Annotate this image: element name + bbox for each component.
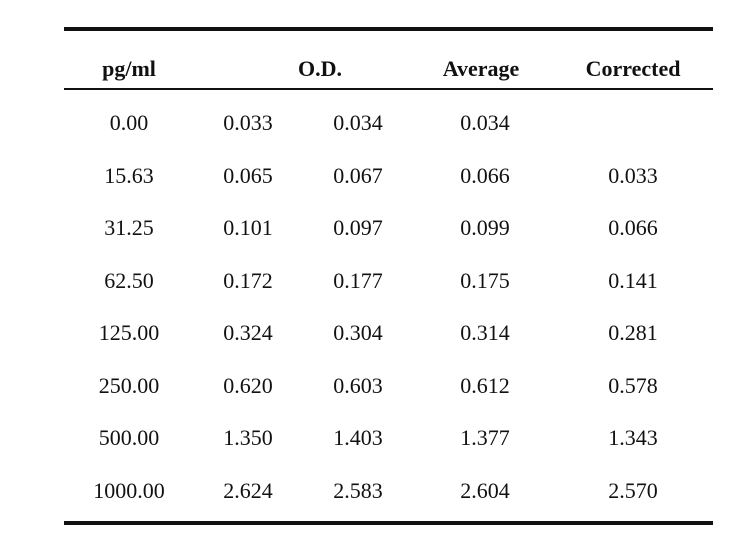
cell-od-1: 0.172	[223, 267, 273, 293]
cell-concentration: 31.25	[104, 215, 154, 240]
cell-od-2: 1.403	[333, 425, 383, 450]
cell-od-1: 0.324	[223, 320, 273, 345]
cell-average: 0.099	[460, 215, 510, 240]
cell-corrected: 0.281	[608, 320, 658, 345]
cell-concentration: 125.00	[98, 320, 160, 345]
table-bottom-rule	[64, 521, 713, 525]
header-corrected: Corrected	[585, 56, 681, 81]
table-row: 1000.00 2.624 2.583 2.604 2.570	[64, 463, 713, 516]
cell-corrected: 2.570	[608, 477, 658, 503]
table-row: 125.00 0.324 0.304 0.314 0.281	[64, 305, 713, 358]
table-top-rule	[64, 27, 713, 31]
header-average: Average	[442, 56, 520, 81]
table-row: 15.63 0.065 0.067 0.066 0.033	[64, 148, 713, 201]
standard-curve-table: pg/ml O.D. Average Corrected 0.00 0.033 …	[64, 27, 713, 525]
cell-od-1: 2.624	[223, 477, 273, 503]
table-header-rule	[64, 88, 713, 90]
cell-average: 2.604	[460, 477, 510, 503]
cell-od-2: 0.603	[333, 372, 383, 398]
cell-concentration: 250.00	[98, 372, 160, 398]
table-row: 500.00 1.350 1.403 1.377 1.343	[64, 410, 713, 463]
cell-od-1: 0.033	[223, 110, 273, 135]
table-row: 62.50 0.172 0.177 0.175 0.141	[64, 253, 713, 306]
cell-concentration: 1000.00	[93, 477, 165, 503]
header-concentration: pg/ml	[102, 56, 156, 81]
table-row: 0.00 0.033 0.034 0.034	[64, 95, 713, 148]
cell-od-1: 0.065	[223, 162, 273, 188]
cell-od-1: 0.620	[223, 372, 273, 398]
cell-average: 0.066	[460, 162, 510, 188]
cell-concentration: 0.00	[109, 110, 149, 135]
cell-od-1: 1.350	[223, 425, 273, 450]
cell-od-1: 0.101	[223, 215, 273, 240]
cell-od-2: 0.034	[333, 110, 383, 135]
cell-corrected: 0.033	[608, 162, 658, 188]
table-header-row: pg/ml O.D. Average Corrected	[64, 31, 713, 88]
cell-od-2: 0.067	[333, 162, 383, 188]
cell-average: 0.314	[460, 320, 510, 345]
cell-average: 0.612	[460, 372, 510, 398]
header-od: O.D.	[298, 56, 342, 81]
cell-concentration: 62.50	[104, 267, 154, 293]
cell-concentration: 500.00	[98, 425, 160, 450]
cell-corrected: 0.578	[608, 372, 658, 398]
cell-corrected: 0.141	[608, 267, 658, 293]
cell-average: 0.034	[460, 110, 510, 135]
cell-corrected: 1.343	[608, 425, 658, 450]
cell-average: 1.377	[460, 425, 510, 450]
cell-od-2: 0.097	[333, 215, 383, 240]
table-row: 250.00 0.620 0.603 0.612 0.578	[64, 358, 713, 411]
cell-concentration: 15.63	[104, 162, 154, 188]
cell-od-2: 0.304	[333, 320, 383, 345]
cell-od-2: 2.583	[333, 477, 383, 503]
cell-average: 0.175	[460, 267, 510, 293]
cell-od-2: 0.177	[333, 267, 383, 293]
table-row: 31.25 0.101 0.097 0.099 0.066	[64, 200, 713, 253]
table-body: 0.00 0.033 0.034 0.034 15.63 0.065 0.067…	[64, 90, 713, 521]
cell-corrected: 0.066	[608, 215, 658, 240]
